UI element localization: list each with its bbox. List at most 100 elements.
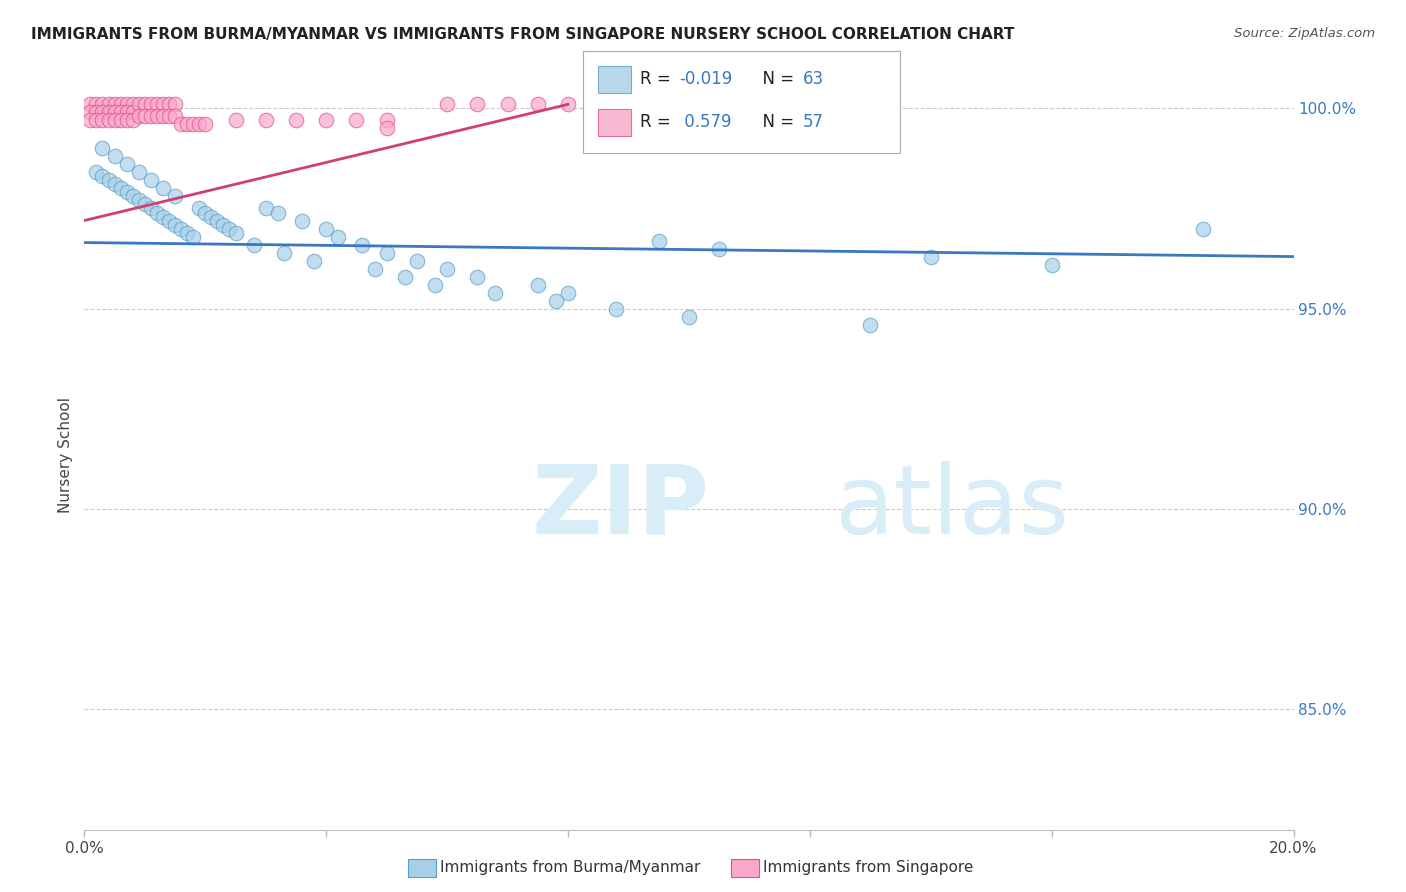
Point [170,221,193,235]
Point [285,113,308,128]
Point [110,97,132,112]
Point [467,97,489,112]
Text: IMMIGRANTS FROM BURMA/MYANMAR VS IMMIGRANTS FROM SINGAPORE NURSERY SCHOOL CORREL: IMMIGRANTS FROM BURMA/MYANMAR VS IMMIGRA… [31,27,1014,42]
Point [86,105,108,120]
Text: Immigrants from Singapore: Immigrants from Singapore [763,861,974,875]
Point [194,117,217,131]
Point [128,109,150,123]
Point [86,97,108,112]
Point [176,226,198,240]
Point [242,237,264,252]
Point [110,105,132,120]
Point [86,165,108,179]
Point [859,318,882,332]
Point [121,113,143,128]
Point [139,173,162,187]
Point [181,117,204,131]
Point [152,210,174,224]
Y-axis label: Nursery School: Nursery School [58,397,73,513]
Point [302,253,325,268]
Point [157,213,180,227]
Point [134,197,156,211]
Point [115,97,138,112]
Point [104,97,127,112]
Point [394,269,416,284]
Point [375,121,398,136]
Point [146,205,169,219]
Point [121,97,143,112]
Point [104,105,127,120]
Point [225,113,247,128]
Point [557,97,579,112]
Point [467,269,489,284]
Point [648,234,671,248]
Point [79,113,101,128]
Point [134,97,156,112]
Text: N =: N = [752,70,800,88]
Point [406,253,429,268]
Point [212,218,235,232]
Point [157,109,180,123]
Point [115,105,138,120]
Point [121,105,143,120]
Point [709,242,731,256]
Text: 63: 63 [803,70,824,88]
Point [188,117,211,131]
Point [920,250,942,264]
Point [588,97,610,112]
Point [363,261,385,276]
Point [436,97,458,112]
Point [165,189,187,203]
Point [181,229,204,244]
Text: Source: ZipAtlas.com: Source: ZipAtlas.com [1234,27,1375,40]
Point [527,97,550,112]
Point [152,97,174,112]
Text: 57: 57 [803,113,824,131]
Point [115,113,138,128]
Point [527,277,550,292]
Point [165,109,187,123]
Point [152,109,174,123]
Point [152,181,174,195]
Point [267,205,290,219]
Text: atlas: atlas [834,461,1069,554]
Point [254,202,277,216]
Point [273,245,295,260]
Point [97,97,120,112]
Text: R =: R = [640,113,676,131]
Point [346,113,368,128]
Point [165,218,187,232]
Point [97,105,120,120]
Point [91,169,114,184]
Point [544,293,567,308]
Text: 0.579: 0.579 [679,113,731,131]
Point [605,301,627,316]
Point [110,113,132,128]
Point [207,213,229,227]
Point [104,149,127,163]
Point [170,117,193,131]
Text: Immigrants from Burma/Myanmar: Immigrants from Burma/Myanmar [440,861,700,875]
Point [139,109,162,123]
Point [200,210,222,224]
Point [157,97,180,112]
Point [352,237,374,252]
Point [79,105,101,120]
Point [128,97,150,112]
Text: N =: N = [752,113,800,131]
Point [91,141,114,155]
Point [678,310,700,324]
Point [557,285,579,300]
Point [496,97,519,112]
Point [110,181,132,195]
Text: R =: R = [640,70,676,88]
Point [128,165,150,179]
Point [97,113,120,128]
Point [91,113,114,128]
Point [375,245,398,260]
Point [315,113,337,128]
Point [423,277,446,292]
Point [1192,221,1215,235]
Point [128,194,150,208]
Text: ZIP: ZIP [531,461,710,554]
